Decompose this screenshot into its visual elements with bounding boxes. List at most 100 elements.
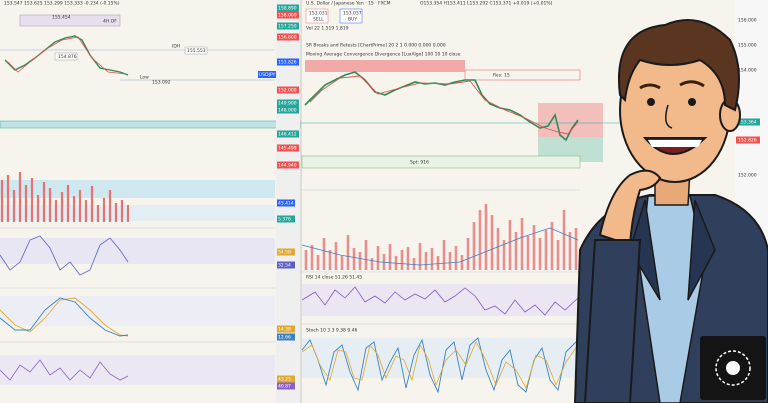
symbol-tag (258, 71, 276, 78)
sleeve (583, 239, 642, 403)
stoch-d (301, 341, 579, 390)
idh-price: 155.553 (187, 48, 206, 54)
indicator-tag (277, 333, 295, 341)
axis-label: 146.412 (278, 132, 297, 138)
eyebrow (639, 83, 661, 90)
axis-tag (277, 33, 299, 41)
sell-button[interactable] (305, 8, 329, 24)
ohlc: O153.354 H153.411 L153.292 C153.371 +0.0… (420, 1, 553, 7)
indicator-label: 45.414 (278, 201, 294, 207)
mid-price: 154.876 (58, 54, 77, 60)
stoch-label: Stoch 10 3 3 9.38 9.46 (306, 328, 357, 334)
rsi-line (301, 286, 579, 316)
indicator-label: 54.58 (278, 250, 291, 256)
axis-tag (277, 4, 299, 12)
indicator-tag (277, 325, 295, 333)
axis-tag (736, 118, 760, 126)
axis-label: 152.826 (738, 138, 757, 144)
osc-band-2 (0, 296, 275, 326)
volume-label: Vol 22 1.519 1.819 (306, 26, 349, 32)
sup-label: Spt: 916 (410, 160, 429, 166)
axis-tag (277, 99, 299, 107)
price-line-2 (309, 75, 579, 135)
rsi-band (302, 284, 580, 316)
osc-line-2 (0, 297, 129, 337)
idh-tag (184, 46, 208, 55)
indicator-tag (277, 199, 295, 207)
axis-tag (277, 106, 299, 114)
support-box (301, 155, 581, 169)
indicator-tag (277, 248, 295, 256)
sell-price: 153.031 (309, 11, 328, 17)
price-line (4, 35, 129, 76)
shirt (639, 195, 706, 403)
of-box (19, 14, 121, 27)
axis-label: 154.000 (738, 68, 757, 74)
price-line-2 (7, 36, 127, 75)
axis-label: 148.000 (278, 108, 297, 114)
mid-tag (54, 52, 78, 61)
axis-tag (277, 144, 299, 152)
axis-label: 157.250 (278, 24, 297, 30)
res-box (464, 69, 581, 81)
high-price: 155.454 (52, 15, 71, 21)
nose (665, 104, 673, 129)
resistance-zone (305, 60, 465, 72)
right-panel: U.S. Dollar / Japanese Yen · 15 · FXCM O… (300, 0, 768, 403)
buy-price: 153.037 (343, 11, 362, 17)
symbol: USDJPY (259, 72, 276, 78)
axis-tag (277, 130, 299, 138)
lapel (629, 199, 661, 301)
indicator-label: 40.87 (278, 384, 291, 390)
hand (598, 169, 662, 247)
indicator-tag (277, 261, 295, 269)
left-header: 153.547 153.625 153.299 153.333 -0.234 (… (4, 1, 120, 7)
indicator-label: 43.23 (278, 377, 291, 383)
osc-line-4 (0, 359, 129, 381)
axis-label: 149.900 (278, 101, 297, 107)
hair (618, 19, 740, 112)
axis-label: 158.000 (278, 13, 297, 19)
low: Low (140, 75, 149, 81)
indicator-tag (277, 375, 295, 383)
axis-tag (277, 161, 299, 169)
sell: SELL (313, 17, 324, 23)
buy-button[interactable] (339, 8, 363, 24)
volume-bars (0, 172, 130, 222)
price-line (304, 71, 579, 142)
logo (700, 336, 766, 400)
rsi-label: RSI 14 close 51.26 51.45 (306, 275, 362, 281)
logo-dot (726, 361, 740, 375)
axis-label: 153.364 (738, 120, 757, 126)
teeth (648, 140, 702, 147)
stoch-k (301, 337, 579, 394)
indicator-tag (277, 215, 295, 223)
zone-band (0, 120, 301, 129)
logo-ring (715, 350, 751, 386)
osc-band-3 (0, 355, 275, 385)
res-label: Res: 15 (493, 73, 510, 79)
stoch-band (302, 338, 580, 378)
macd-label: Moving Average Convergence Divergence [L… (306, 52, 461, 58)
axis-label: 155.000 (738, 43, 757, 49)
axis-label: 158.890 (278, 6, 297, 12)
axis-tag (277, 86, 299, 94)
volume-band (0, 180, 275, 198)
axis-label: 152.000 (738, 173, 757, 179)
eye (688, 98, 696, 106)
eye (647, 98, 655, 106)
volume-ma (301, 227, 579, 266)
volume-band-2 (0, 205, 275, 221)
eyebrow (679, 80, 705, 88)
axis-label: 152.000 (278, 88, 297, 94)
axis-label: 156.800 (278, 35, 297, 41)
axis-label: 145.499 (278, 146, 297, 152)
indicator-label: 14.38 (278, 327, 291, 333)
axis-label: 156.000 (738, 18, 757, 24)
idh: IDH (172, 44, 180, 50)
axis-tag (277, 22, 299, 30)
cartoon-man (573, 19, 768, 403)
indicator-label: 5.376 (278, 217, 291, 223)
box-label: 4H OF (103, 19, 117, 25)
